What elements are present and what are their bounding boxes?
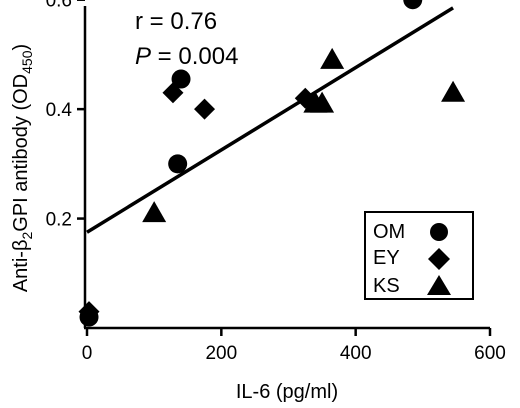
legend-label-ks: KS (373, 275, 400, 297)
correlation-r-text: r = 0.76 (135, 8, 217, 35)
x-tick-label: 600 (474, 343, 506, 364)
p-italic-label: P (135, 43, 151, 70)
y-tick-label: 0.6 (46, 0, 72, 12)
legend: OM EY KS (364, 211, 474, 300)
y-tick-label: 0.2 (46, 210, 72, 231)
data-points (78, 0, 466, 327)
y-label-od-sub: 450 (19, 50, 35, 74)
data-point-ey (194, 98, 216, 120)
regression-line (86, 6, 454, 234)
legend-label-om: OM (373, 221, 405, 243)
data-point-ks (142, 201, 167, 223)
data-point-ey (162, 82, 184, 104)
data-point-ks (310, 91, 335, 113)
data-point-om (403, 0, 423, 10)
data-point-om (168, 154, 188, 174)
legend-box (364, 211, 474, 300)
x-tick-label: 200 (205, 343, 237, 364)
data-point-om (171, 69, 191, 89)
y-label-beta: β (10, 240, 32, 252)
y-label-anti: Anti- (10, 251, 32, 292)
p-value-text: P = 0.004 (135, 43, 238, 70)
legend-marker-circle (430, 223, 448, 241)
x-axis-label: IL-6 (pg/ml) (236, 381, 338, 403)
y-axis-label: Anti-β2GPI antibody (OD450) (10, 44, 35, 292)
data-point-ey (78, 301, 100, 323)
axis-ticks (77, 0, 492, 336)
data-point-ks (320, 47, 345, 69)
x-tick-label: 400 (340, 343, 372, 364)
legend-marker-diamond (428, 248, 450, 270)
y-tick-label: 0.4 (46, 100, 73, 121)
axis-tick-labels: 0 200 400 600 0.2 0.4 0.6 (46, 0, 506, 364)
y-label-gpi: GPI antibody (OD (10, 74, 32, 232)
y-label-close: ) (10, 44, 32, 51)
legend-label-ey: EY (373, 247, 400, 269)
legend-marker-triangle (427, 275, 451, 295)
x-tick-label: 0 (82, 343, 93, 364)
data-point-ks (441, 80, 466, 102)
p-value-number: = 0.004 (151, 43, 238, 70)
y-label-sub-2: 2 (19, 232, 35, 240)
